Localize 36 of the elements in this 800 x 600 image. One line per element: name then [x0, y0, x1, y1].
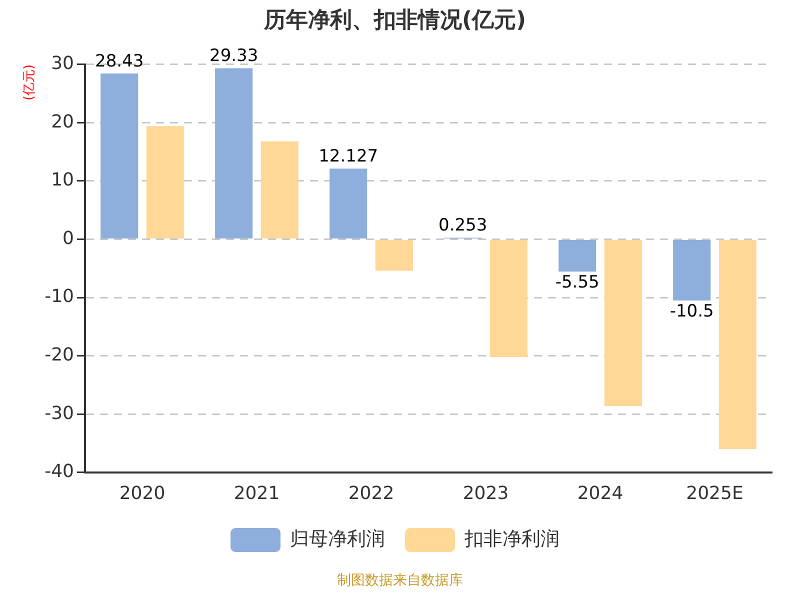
bar — [260, 141, 298, 239]
bar — [718, 240, 756, 450]
y-tick-label: 10 — [51, 170, 74, 191]
bar — [673, 240, 711, 300]
y-tick-label: -40 — [44, 461, 74, 482]
legend-label: 归母净利润 — [290, 528, 385, 550]
x-tick-label: 2023 — [462, 482, 509, 504]
y-tick-label: -20 — [44, 344, 74, 366]
x-tick-label: 2020 — [119, 482, 166, 504]
x-tick-label: 2021 — [234, 482, 280, 504]
data-label: 29.33 — [210, 46, 258, 66]
x-tick-label: 2025E — [686, 482, 744, 504]
bar — [490, 240, 528, 357]
chart-title: 历年净利、扣非情况(亿元) — [262, 8, 526, 33]
text: 制图数据来自数据库 — [337, 572, 463, 589]
x-tick-label: 2024 — [577, 482, 624, 504]
bar — [215, 68, 253, 239]
data-label: -5.55 — [555, 272, 600, 293]
bar — [330, 168, 368, 239]
bar — [146, 126, 184, 239]
y-tick-label: 30 — [51, 53, 74, 74]
y-tick-label: 0 — [62, 228, 74, 249]
bar — [375, 240, 413, 271]
y-tick-label: 20 — [51, 111, 74, 132]
y-tick-label: -30 — [44, 402, 74, 424]
data-label: 12.127 — [318, 146, 378, 166]
data-label: 28.43 — [95, 51, 144, 72]
bar — [558, 240, 596, 272]
bar — [100, 74, 138, 239]
data-label: 0.253 — [438, 216, 488, 236]
bar — [604, 240, 642, 406]
y-axis-title: (亿元) — [22, 64, 38, 101]
data-label: -10.5 — [670, 301, 714, 322]
x-tick-label: 2022 — [348, 482, 394, 504]
y-tick-label: -10 — [44, 286, 74, 308]
legend-label: 扣非净利润 — [464, 528, 560, 550]
